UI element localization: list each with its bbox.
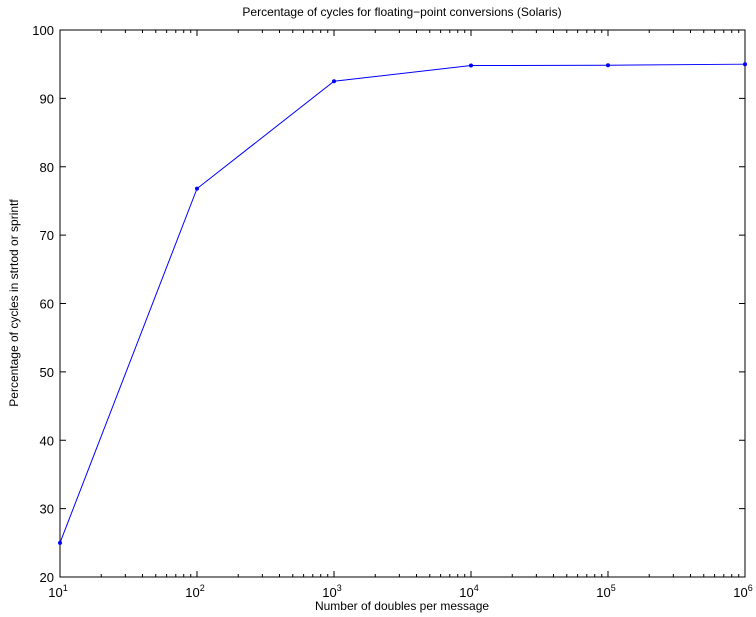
series-layer <box>58 62 747 545</box>
series-line <box>59 63 746 543</box>
y-tick-label: 40 <box>40 433 54 448</box>
y-tick-label: 50 <box>40 365 54 380</box>
data-point <box>606 63 610 68</box>
data-point <box>743 62 747 67</box>
x-tick-label: 101 <box>48 583 67 600</box>
y-tick-label: 80 <box>40 160 54 175</box>
x-tick-label: 105 <box>596 583 615 600</box>
x-tick-label: 103 <box>322 583 341 600</box>
chart-title: Percentage of cycles for floating−point … <box>242 5 561 19</box>
y-tick-label: 60 <box>40 297 54 312</box>
data-point <box>469 63 473 68</box>
x-axis-label: Number of doubles per message <box>315 599 489 613</box>
x-tick-label: 106 <box>733 583 752 600</box>
y-tick-label: 100 <box>32 23 54 38</box>
data-point <box>195 186 199 191</box>
axis-ticks <box>59 29 746 578</box>
y-axis-label: Percentage of cycles in strtod or sprint… <box>7 199 21 407</box>
data-point <box>58 540 62 545</box>
data-point <box>332 79 336 84</box>
x-tick-label: 102 <box>185 583 204 600</box>
plot-area-frame <box>59 29 746 578</box>
x-tick-label: 104 <box>459 583 478 600</box>
y-tick-label: 30 <box>40 502 54 517</box>
axis-tick-labels: 101 102 103 104 105 106 20 30 40 50 60 70 80 90 100 <box>32 23 752 600</box>
y-tick-label: 90 <box>40 91 54 106</box>
y-tick-label: 70 <box>40 228 54 243</box>
y-tick-label: 20 <box>40 570 54 585</box>
